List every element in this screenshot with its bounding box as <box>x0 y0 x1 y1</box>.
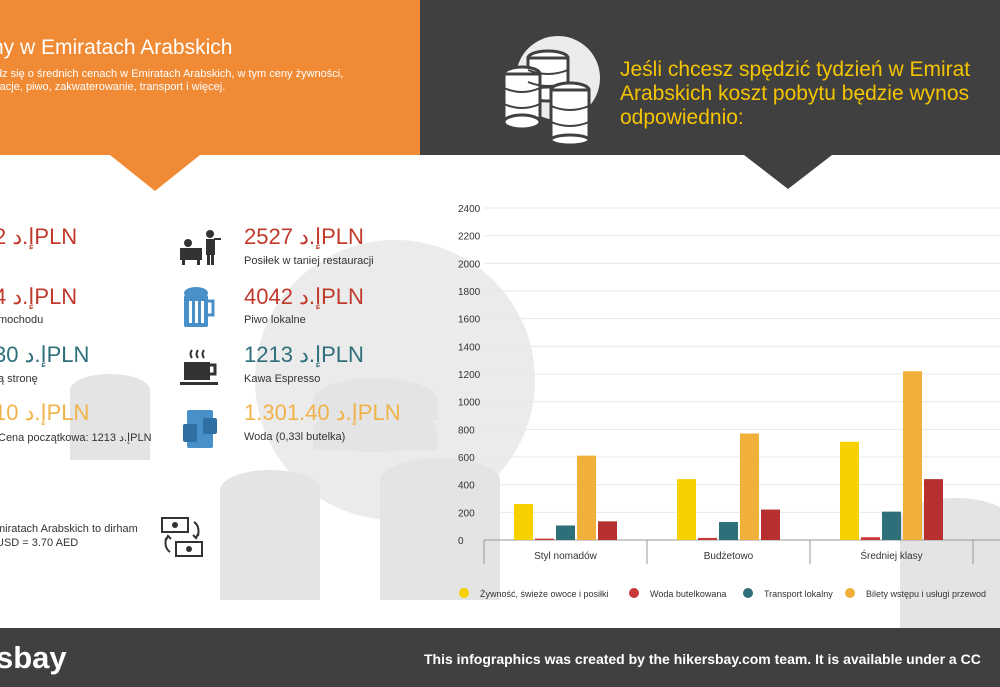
price-value: 10 إ.دPLN <box>0 400 90 425</box>
page-description: dz się o średnich cenach w Emiratach Ara… <box>0 68 343 94</box>
legend-marker <box>459 588 469 598</box>
bar <box>761 509 780 540</box>
y-tick-label: 2000 <box>458 259 481 270</box>
header-dark-notch <box>744 155 832 189</box>
bar <box>861 537 880 540</box>
y-tick-label: 0 <box>458 536 464 547</box>
price-value: 1213 إ.دPLN <box>244 342 364 367</box>
legend-marker <box>845 588 855 598</box>
y-tick-label: 1600 <box>458 315 481 326</box>
y-tick-label: 1000 <box>458 398 481 409</box>
price-value: 2527 إ.دPLN <box>244 224 364 249</box>
legend-label: Żywność, świeże owoce i posiłki <box>480 589 609 599</box>
bar <box>740 433 759 540</box>
beer-mug-icon <box>184 287 215 327</box>
price-label: Cena początkowa: 1213 إ.دPLN <box>0 432 152 444</box>
currency-line: miratach Arabskich to dirham <box>0 523 138 535</box>
price-value: 1.301.40 إ.دPLN <box>244 400 401 425</box>
bar <box>556 525 575 540</box>
water-glass-icon <box>183 410 217 448</box>
currency-line: USD = 3.70 AED <box>0 537 79 549</box>
x-tick-label: Średniej klasy <box>860 549 922 562</box>
price-value: 4 إ.دPLN <box>0 284 78 309</box>
legend-label: Bilety wstępu i usługi przewod <box>866 589 986 599</box>
bar <box>677 479 696 540</box>
stay-cost-heading: Jeśli chcesz spędzić tydzień w Emirat Ar… <box>620 58 970 130</box>
x-tick-label: Styl nomadów <box>534 551 598 562</box>
restaurant-waiter-icon <box>180 230 221 265</box>
cost-bar-chart: 0 200 400 600 800 1000 1200 1400 1600 1800 2000 220… <box>458 204 1000 599</box>
coffee-cup-icon <box>180 349 218 385</box>
price-label: Woda (0,33l butelka) <box>244 431 346 443</box>
coin-stack-icon <box>502 36 600 146</box>
header-orange-notch <box>110 155 200 191</box>
bar <box>882 511 901 540</box>
y-tick-label: 400 <box>458 481 475 492</box>
bar <box>840 441 859 540</box>
price-label: Piwo lokalne <box>244 314 306 326</box>
legend-marker <box>629 588 639 598</box>
bar <box>698 537 717 540</box>
description-line: racje, piwo, zakwaterowanie, transport i… <box>0 81 226 93</box>
heading-line: odpowiednio: <box>620 106 744 129</box>
description-line: dz się o średnich cenach w Emiratach Ara… <box>0 68 344 80</box>
bar <box>719 522 738 540</box>
y-tick-label: 600 <box>458 453 475 464</box>
y-tick-label: 1400 <box>458 342 481 353</box>
currency-exchange-icon <box>161 517 203 557</box>
x-tick-label: Budżetowo <box>704 551 754 562</box>
heading-line: Jeśli chcesz spędzić tydzień w Emirat <box>620 58 971 81</box>
y-tick-label: 800 <box>458 425 475 436</box>
price-label: ą stronę <box>0 373 38 385</box>
price-label: Kawa Espresso <box>244 373 321 385</box>
legend-label: Woda butelkowana <box>650 589 726 599</box>
heading-line: Arabskich koszt pobytu będzie wynos <box>620 82 970 105</box>
bar <box>924 479 943 540</box>
bar <box>598 521 617 540</box>
y-tick-label: 1800 <box>458 287 481 298</box>
price-value: 2 إ.دPLN <box>0 224 78 249</box>
header-orange-band <box>0 0 420 155</box>
currency-info: miratach Arabskich to dirham USD = 3.70 … <box>0 522 138 550</box>
y-tick-label: 1200 <box>458 370 481 381</box>
bar <box>577 455 596 540</box>
price-value: 4042 إ.دPLN <box>244 284 364 309</box>
y-tick-label: 2200 <box>458 232 481 243</box>
bar <box>514 504 533 540</box>
price-label: mochodu <box>0 314 44 326</box>
price-value: 30 إ.دPLN <box>0 342 90 367</box>
price-label: Posiłek w taniej restauracji <box>244 255 374 267</box>
footer-credit: This infographics was created by the hik… <box>424 651 981 667</box>
background-coins-icon <box>70 240 1000 630</box>
y-tick-label: 200 <box>458 508 475 519</box>
legend-marker <box>743 588 753 598</box>
y-tick-label: 2400 <box>458 204 481 215</box>
brand-logo: sbay <box>0 640 67 675</box>
footer-bar <box>0 628 1000 687</box>
bar <box>903 371 922 540</box>
page-title: ny w Emiratach Arabskich <box>0 36 233 59</box>
legend-label: Transport lokalny <box>764 589 833 599</box>
bar <box>535 538 554 540</box>
